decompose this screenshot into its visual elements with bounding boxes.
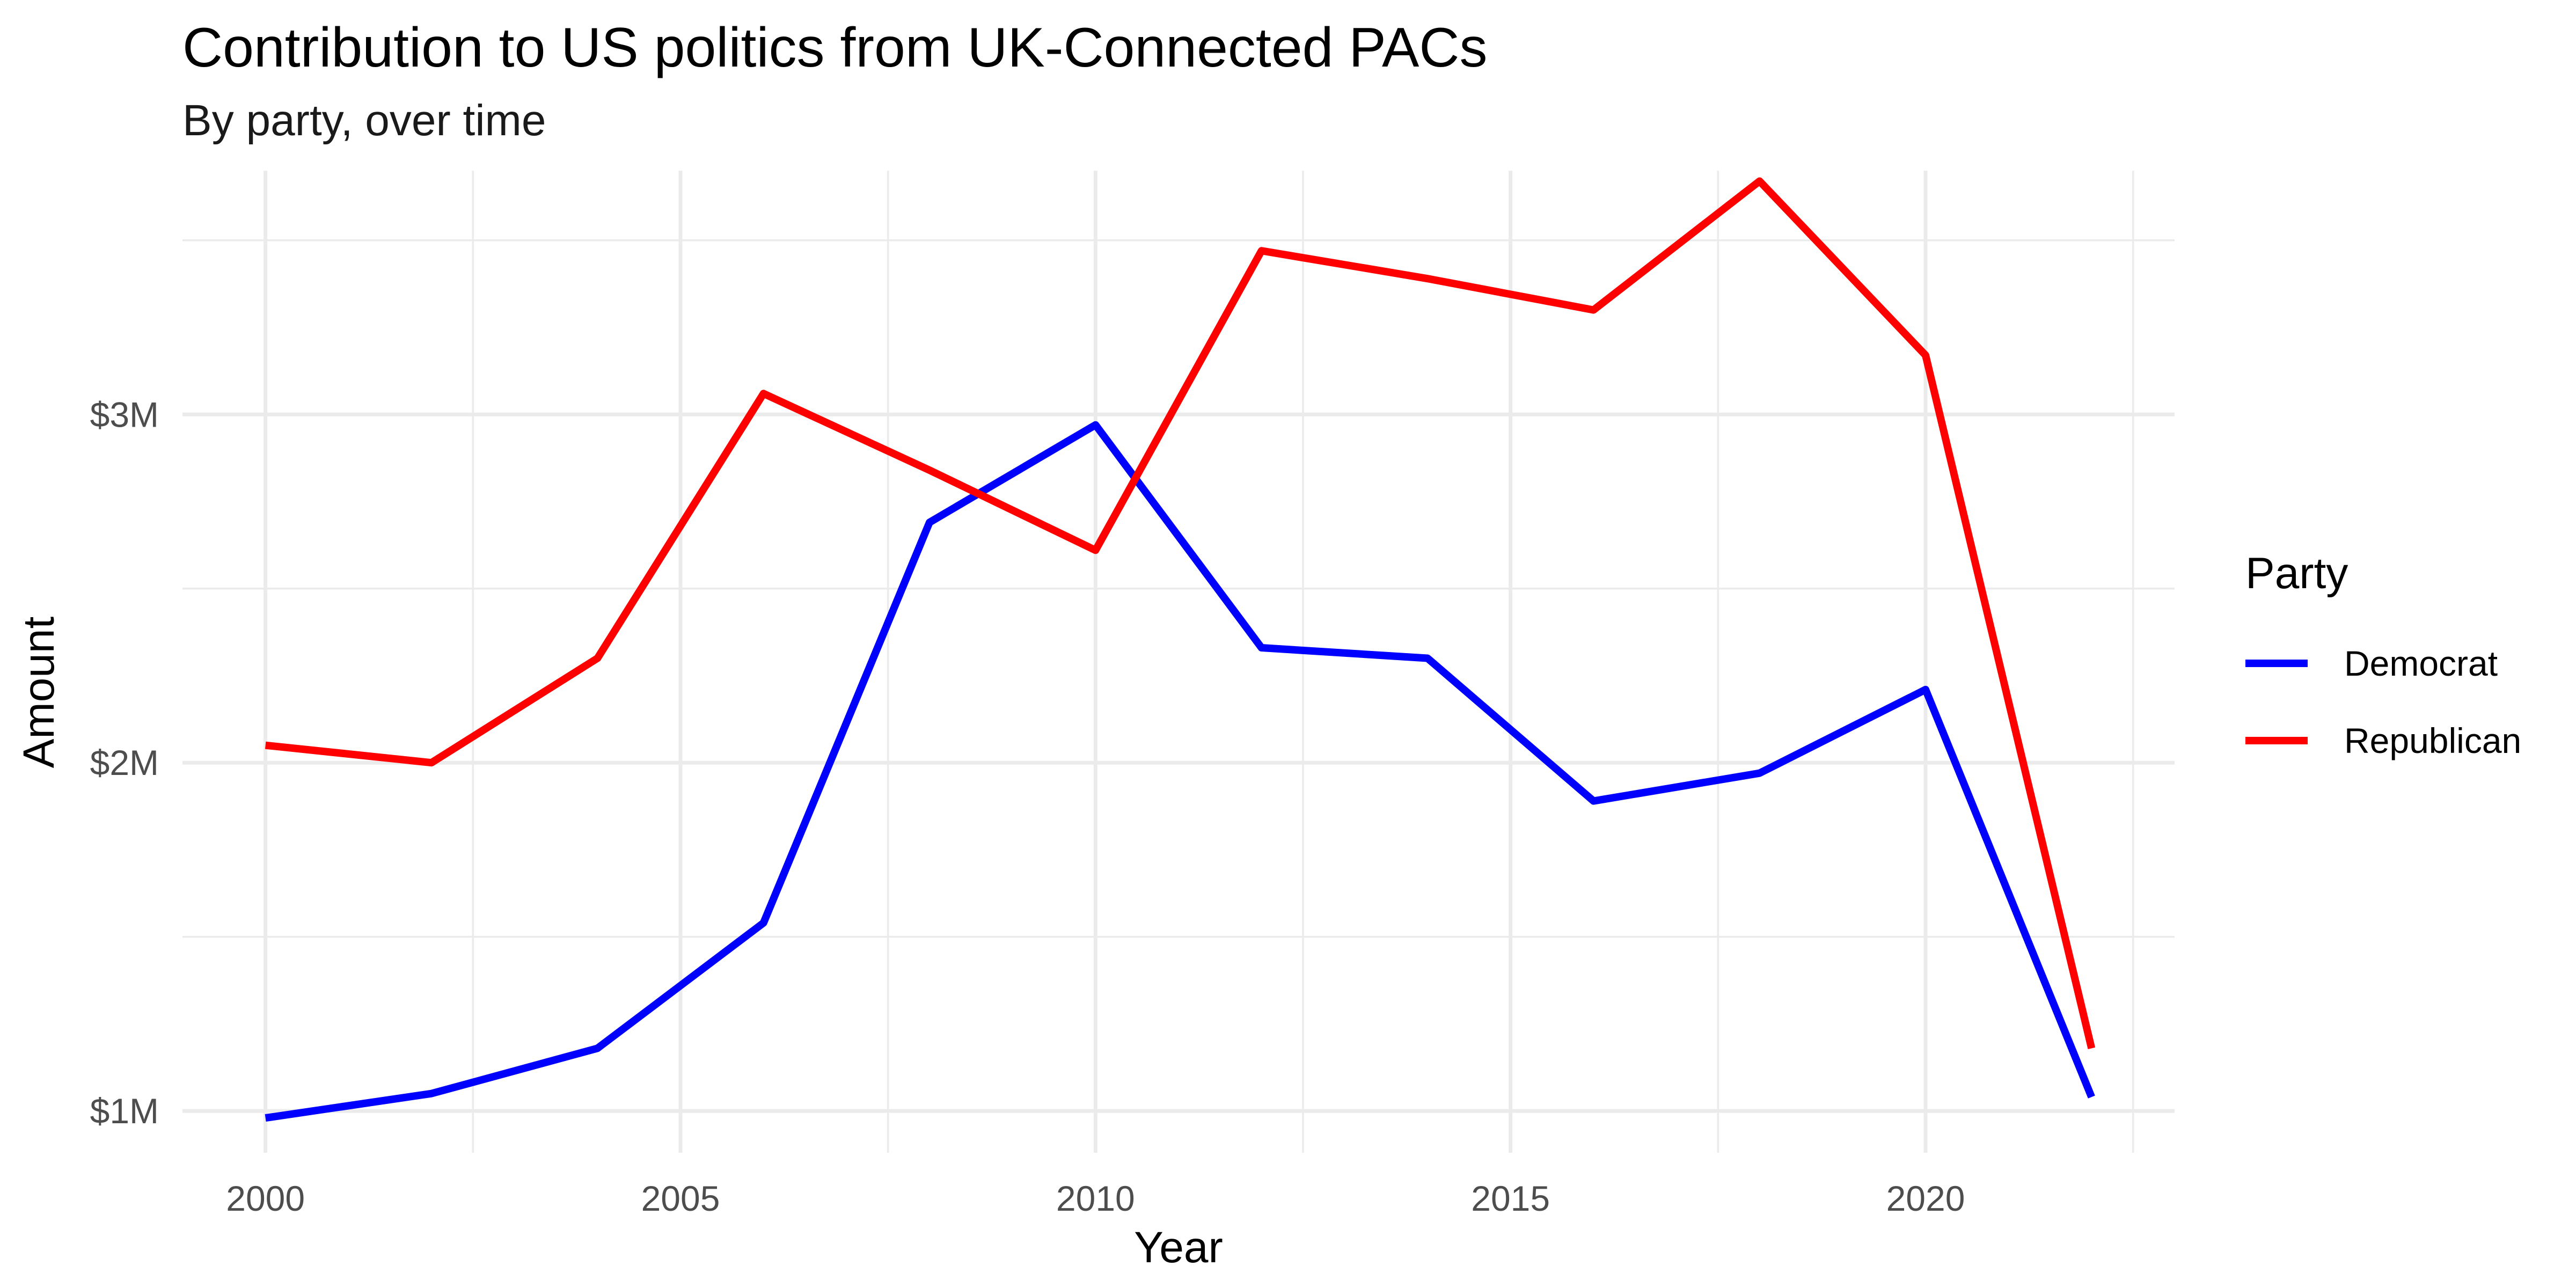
series-line-republican xyxy=(265,177,2096,1049)
legend: Party Democrat Republican xyxy=(2245,549,2521,760)
minor-gridlines xyxy=(182,171,2175,1153)
chart-subtitle: By party, over time xyxy=(182,96,546,145)
x-axis-ticks: 2000 2005 2010 2015 2020 xyxy=(226,1179,1965,1218)
y-axis-ticks: $1M $2M $3M xyxy=(90,394,159,1131)
series-line-democrat xyxy=(265,421,2095,1122)
y-tick-label: $1M xyxy=(90,1091,159,1131)
legend-label-republican: Republican xyxy=(2344,721,2521,760)
legend-label-democrat: Democrat xyxy=(2344,643,2498,683)
x-tick-label: 2000 xyxy=(226,1179,305,1218)
x-axis-title: Year xyxy=(1134,1223,1223,1272)
major-gridlines xyxy=(182,171,2175,1153)
x-tick-label: 2015 xyxy=(1471,1179,1550,1218)
series-lines xyxy=(265,177,2096,1122)
x-tick-label: 2020 xyxy=(1886,1179,1965,1218)
legend-title: Party xyxy=(2245,549,2348,598)
x-tick-label: 2005 xyxy=(641,1179,720,1218)
y-tick-label: $3M xyxy=(90,394,159,434)
x-tick-label: 2010 xyxy=(1056,1179,1135,1218)
legend-items: Democrat Republican xyxy=(2245,643,2521,760)
chart-title: Contribution to US politics from UK-Conn… xyxy=(182,17,1488,79)
y-tick-label: $2M xyxy=(90,743,159,782)
y-axis-title: Amount xyxy=(14,616,63,768)
